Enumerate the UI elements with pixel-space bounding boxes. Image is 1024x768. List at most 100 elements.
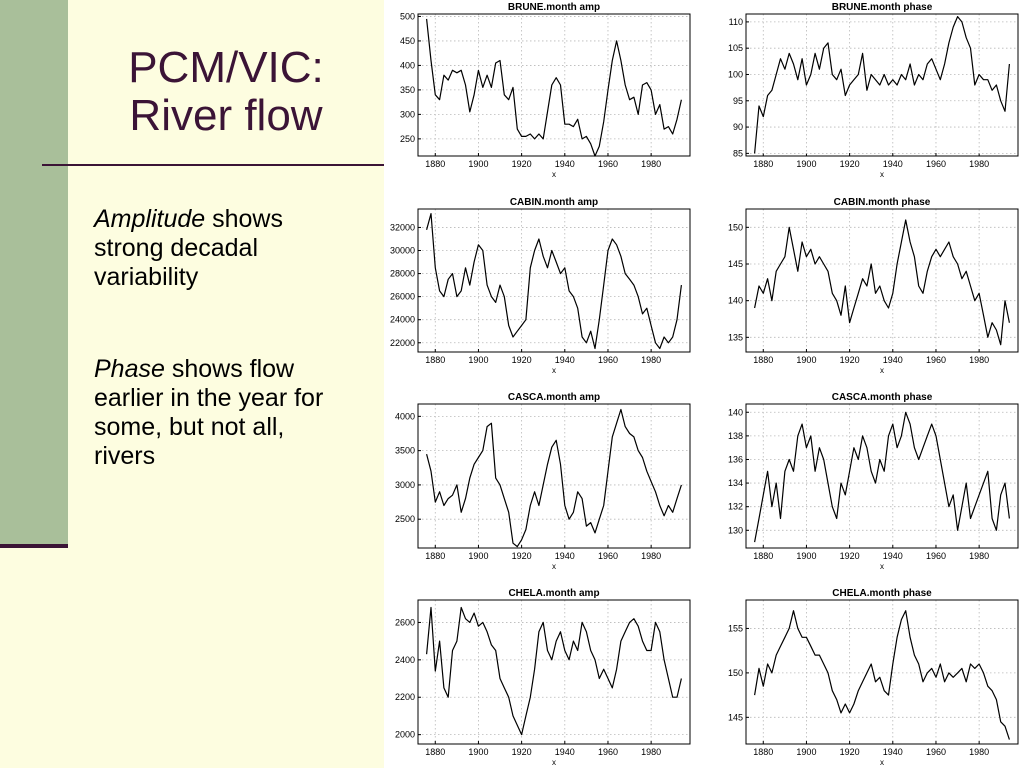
x-tick-label: 1880 — [753, 747, 773, 757]
x-axis-label: x — [552, 562, 556, 571]
series-line — [754, 610, 1010, 740]
x-tick-label: 1980 — [641, 747, 661, 757]
x-tick-label: 1980 — [641, 159, 661, 169]
left-decor-strip — [0, 0, 68, 548]
x-tick-label: 1920 — [512, 159, 532, 169]
chart-cabin-month-phase: CABIN.month phase 1880 1900 1920 1940 1960 198… — [728, 197, 1019, 375]
series-line — [426, 18, 682, 157]
chart-title: CABIN.month amp — [510, 197, 598, 208]
y-tick-label: 138 — [728, 431, 743, 441]
chart-chela-month-amp: CHELA.month amp 1880 1900 1920 1940 1960 1980 2… — [395, 588, 691, 767]
y-tick-label: 132 — [728, 502, 743, 512]
x-tick-label: 1940 — [555, 747, 575, 757]
x-axis-label: x — [880, 562, 884, 571]
y-tick-label: 90 — [733, 122, 743, 132]
x-tick-label: 1960 — [598, 551, 618, 561]
plot-frame — [417, 403, 691, 549]
x-tick-label: 1960 — [926, 551, 946, 561]
y-tick-label: 110 — [729, 17, 743, 27]
x-tick-label: 1900 — [468, 551, 488, 561]
x-tick-label: 1900 — [796, 355, 816, 365]
x-tick-label: 1920 — [840, 551, 860, 561]
bullet-amplitude: Amplitude shows strong decadal variabili… — [94, 205, 344, 292]
y-tick-label: 140 — [728, 407, 743, 417]
y-tick-label: 145 — [728, 259, 743, 269]
x-tick-label: 1960 — [926, 747, 946, 757]
y-tick-label: 85 — [733, 148, 743, 158]
x-tick-label: 1980 — [641, 551, 661, 561]
chart-title: CABIN.month phase — [834, 197, 931, 208]
y-tick-label: 2500 — [395, 514, 415, 524]
y-tick-label: 95 — [733, 96, 743, 106]
x-tick-label: 1880 — [425, 747, 445, 757]
y-tick-label: 24000 — [390, 315, 415, 325]
x-tick-label: 1900 — [468, 159, 488, 169]
plot-frame — [745, 13, 1019, 157]
x-axis-label: x — [880, 366, 884, 375]
x-tick-label: 1960 — [926, 159, 946, 169]
strip-bottom-rule — [0, 544, 68, 548]
series-line — [426, 606, 682, 736]
y-tick-label: 350 — [400, 85, 415, 95]
y-tick-label: 2200 — [395, 692, 415, 702]
chart-title: CHELA.month phase — [832, 588, 932, 599]
y-tick-label: 4000 — [395, 411, 415, 421]
y-tick-label: 140 — [728, 296, 743, 306]
plot-frame — [417, 599, 691, 745]
chart-title: CASCA.month phase — [832, 392, 933, 403]
y-tick-label: 2400 — [395, 655, 415, 665]
x-tick-label: 1900 — [468, 355, 488, 365]
x-tick-label: 1900 — [796, 747, 816, 757]
plot-frame — [745, 208, 1019, 353]
x-tick-label: 1940 — [883, 551, 903, 561]
chart-title: CHELA.month amp — [508, 588, 599, 599]
y-tick-label: 100 — [728, 69, 743, 79]
chart-brune-month-phase: BRUNE.month phase 1880 1900 1920 1940 1960 198… — [728, 2, 1019, 179]
x-axis-label: x — [552, 366, 556, 375]
x-tick-label: 1880 — [753, 355, 773, 365]
y-tick-label: 3500 — [395, 446, 415, 456]
series-line — [754, 219, 1010, 346]
x-tick-label: 1880 — [425, 551, 445, 561]
x-tick-label: 1940 — [555, 355, 575, 365]
y-tick-label: 3000 — [395, 480, 415, 490]
y-tick-label: 134 — [728, 478, 743, 488]
x-tick-label: 1900 — [468, 747, 488, 757]
chart-brune-month-amp: BRUNE.month amp 1880 1900 1920 1940 1960 1980 2… — [400, 2, 691, 179]
y-tick-label: 26000 — [390, 292, 415, 302]
bullet-amplitude-text: shows strong decadal variability — [94, 205, 283, 291]
figure-panel: BRUNE.month amp 1880 1900 1920 1940 1960 1980 2… — [384, 0, 1024, 768]
x-tick-label: 1880 — [425, 159, 445, 169]
y-tick-label: 500 — [400, 11, 415, 21]
x-tick-label: 1940 — [555, 159, 575, 169]
x-tick-label: 1980 — [641, 355, 661, 365]
x-tick-label: 1960 — [598, 355, 618, 365]
x-tick-label: 1920 — [840, 159, 860, 169]
plot-frame — [745, 599, 1019, 745]
y-tick-label: 22000 — [390, 338, 415, 348]
plot-frame — [417, 13, 691, 157]
x-tick-label: 1940 — [883, 159, 903, 169]
title-rule — [42, 164, 384, 166]
x-axis-label: x — [552, 170, 556, 179]
y-tick-label: 30000 — [390, 246, 415, 256]
x-tick-label: 1960 — [598, 747, 618, 757]
x-axis-label: x — [880, 758, 884, 767]
chart-chela-month-phase: CHELA.month phase 1880 1900 1920 1940 1960 198… — [728, 588, 1019, 767]
x-tick-label: 1900 — [796, 551, 816, 561]
x-tick-label: 1940 — [883, 747, 903, 757]
bullet-amplitude-emphasis: Amplitude — [94, 205, 206, 233]
y-tick-label: 136 — [728, 454, 743, 464]
x-tick-label: 1960 — [926, 355, 946, 365]
y-tick-label: 150 — [728, 668, 743, 678]
x-tick-label: 1920 — [512, 355, 532, 365]
plot-frame — [745, 403, 1019, 549]
x-tick-label: 1960 — [598, 159, 618, 169]
y-tick-label: 145 — [728, 712, 743, 722]
x-tick-label: 1880 — [425, 355, 445, 365]
y-tick-label: 155 — [728, 623, 743, 633]
y-tick-label: 400 — [400, 60, 415, 70]
bullet-phase-emphasis: Phase — [94, 355, 165, 383]
slide-title: PCM/VIC: River flow — [70, 44, 382, 140]
y-tick-label: 28000 — [390, 269, 415, 279]
